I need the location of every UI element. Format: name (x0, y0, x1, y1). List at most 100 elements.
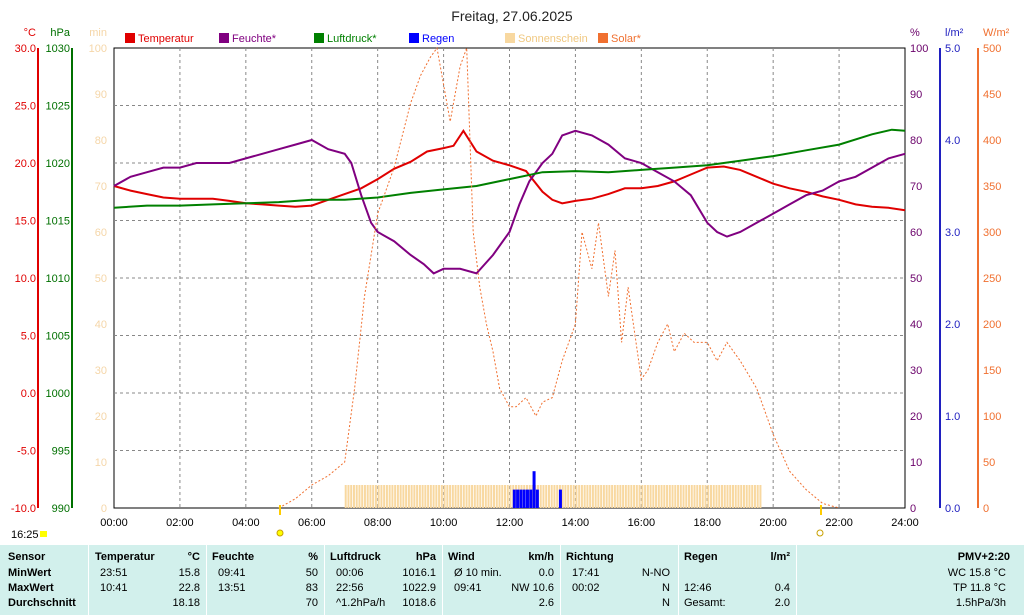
sunshine-bar (418, 485, 421, 508)
x-tick-label: 00:00 (100, 517, 128, 529)
sunshine-bar (416, 485, 419, 508)
sunshine-bar (567, 485, 570, 508)
sunshine-bar (627, 485, 630, 508)
sunshine-bar (377, 485, 380, 508)
x-tick-label: 12:00 (496, 517, 524, 529)
sunshine-bar (550, 485, 553, 508)
stats-temp-val: 15.8 (178, 567, 200, 579)
sunshine-bar (624, 485, 627, 508)
stats-press-time: 00:06 (336, 567, 364, 579)
temperature-axis-tick-label: -5.0 (17, 446, 36, 458)
sunshine-bar (616, 485, 619, 508)
sunshine-bar (542, 485, 545, 508)
sunshine-bar (429, 485, 432, 508)
temperature-axis-tick-label: 30.0 (15, 43, 36, 55)
solar-axis-tick-label: 100 (983, 411, 1001, 423)
legend-swatch (314, 33, 324, 43)
sunshine-bar (572, 485, 575, 508)
header-pressure-unit: hPa (415, 551, 436, 563)
stats-hum-val: 70 (305, 597, 318, 609)
minutes-axis-tick-label: 40 (95, 319, 107, 331)
stats-dir-val: N (662, 597, 670, 609)
sunshine-bar (682, 485, 685, 508)
minutes-axis-tick-label: 70 (95, 181, 107, 193)
rain-bar (532, 471, 536, 508)
sunshine-bar (405, 485, 408, 508)
sunshine-bar (347, 485, 350, 508)
solar-axis-tick-label: 500 (983, 43, 1001, 55)
humidity-axis-tick-label: 20 (910, 411, 922, 423)
stats-label: MaxWert (8, 582, 54, 594)
sunshine-bar (701, 485, 704, 508)
sunshine-bar (446, 485, 449, 508)
solar-axis-unit-label: W/m² (983, 27, 1010, 39)
header-rain-unit: l/m² (770, 551, 790, 563)
sunshine-bar (358, 485, 361, 508)
sunshine-bar (490, 485, 493, 508)
rain-bar (529, 489, 533, 508)
stats-divider (560, 545, 561, 615)
sunshine-bar (611, 485, 614, 508)
temperature-axis-tick-label: 10.0 (15, 273, 36, 285)
minutes-axis-tick-label: 10 (95, 457, 107, 469)
sunshine-bar (663, 485, 666, 508)
rain-axis-tick-label: 5.0 (945, 43, 960, 55)
sunshine-bar (734, 485, 737, 508)
x-tick-label: 04:00 (232, 517, 260, 529)
humidity-axis-tick-label: 100 (910, 43, 928, 55)
stats-temp-time: 10:41 (100, 582, 128, 594)
sunshine-bar (443, 485, 446, 508)
sunshine-bar (484, 485, 487, 508)
temperature-axis-tick-label: 5.0 (21, 331, 36, 343)
sunshine-bar (531, 485, 534, 508)
sunshine-bar (671, 485, 674, 508)
stats-hum-time: 09:41 (218, 567, 246, 579)
stats-dir-time: 00:02 (572, 582, 600, 594)
rain-axis-unit-label: l/m² (945, 27, 964, 39)
sunshine-bar (583, 485, 586, 508)
stats-panel: Sensor Temperatur °C Feuchte % Luftdruck… (0, 545, 1024, 615)
pmv-title: PMV+2:20 (957, 551, 1010, 563)
stats-divider (442, 545, 443, 615)
solar-axis-tick-label: 0 (983, 503, 989, 515)
sunshine-bar (438, 485, 441, 508)
sunshine-bar (737, 485, 740, 508)
sunshine-bar (561, 485, 564, 508)
solar-axis-tick-label: 350 (983, 181, 1001, 193)
sunshine-bar (704, 485, 707, 508)
header-humidity-unit: % (308, 551, 318, 563)
sunshine-bar (720, 485, 723, 508)
humidity-axis-unit-label: % (910, 27, 920, 39)
legend-label: Regen (422, 33, 454, 45)
x-tick-label: 16:00 (628, 517, 656, 529)
series-line-solar (278, 46, 840, 509)
sunshine-bar (504, 485, 507, 508)
minutes-axis-tick-label: 20 (95, 411, 107, 423)
sunshine-bar (644, 485, 647, 508)
sunshine-bar (655, 485, 658, 508)
solar-axis-tick-label: 50 (983, 457, 995, 469)
header-humidity: Feuchte (212, 551, 255, 563)
sunshine-bar (696, 485, 699, 508)
rain-bar (522, 489, 526, 508)
sunshine-bar (482, 485, 485, 508)
stats-temp-time: 23:51 (100, 567, 128, 579)
sunshine-bar (740, 485, 743, 508)
legend-swatch (219, 33, 229, 43)
temperature-axis-tick-label: -10.0 (11, 503, 36, 515)
sunshine-bar (707, 485, 710, 508)
header-rain: Regen (684, 551, 718, 563)
stats-rain-time: Gesamt: (684, 597, 726, 609)
sunshine-bar (495, 485, 498, 508)
sunshine-bar (690, 485, 693, 508)
sunshine-bar (421, 485, 424, 508)
sunshine-bar (424, 485, 427, 508)
x-tick-label: 06:00 (298, 517, 326, 529)
stats-pmv: 1.5hPa/3h (955, 597, 1006, 609)
humidity-axis-tick-label: 80 (910, 135, 922, 147)
minutes-axis-tick-label: 0 (101, 503, 107, 515)
sunshine-bar (649, 485, 652, 508)
sunshine-bar (539, 485, 542, 508)
header-temperature: Temperatur (95, 551, 155, 563)
sunshine-bar (476, 485, 479, 508)
